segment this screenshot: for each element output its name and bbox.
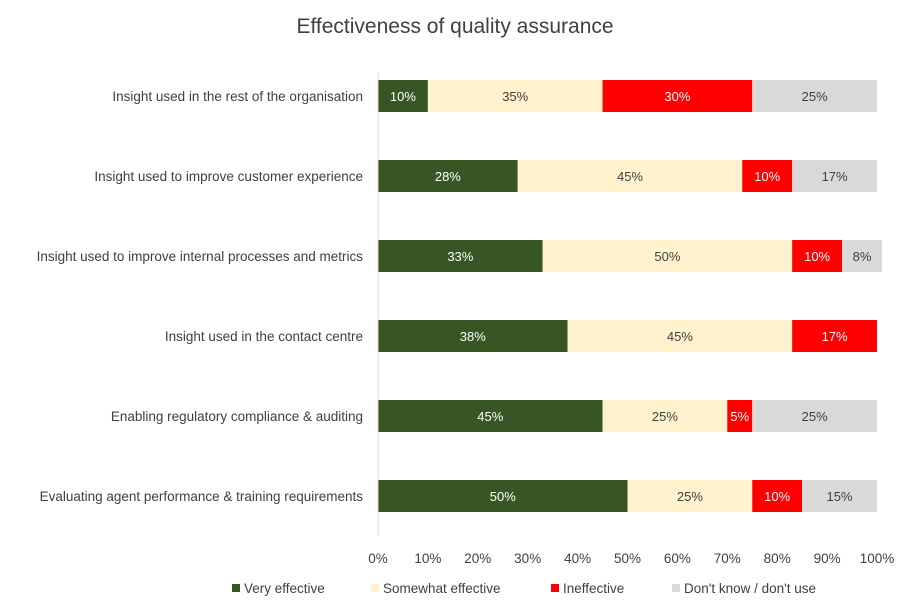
data-label: 17% xyxy=(822,169,848,184)
bar-segment xyxy=(727,400,753,432)
legend-swatch xyxy=(371,584,379,592)
bar-segment xyxy=(602,400,728,432)
bar-segment xyxy=(792,320,877,352)
bar-segment xyxy=(792,160,877,192)
category-label: Insight used to improve customer experie… xyxy=(94,169,363,184)
x-axis-ticks: 0% 10% 20% 30% 40% 50% 60% 70% 80% 90% 100% xyxy=(368,551,894,566)
bar-segment xyxy=(378,160,518,192)
legend-label: Don't know / don't use xyxy=(684,581,816,596)
data-label: 45% xyxy=(477,409,503,424)
data-label: 35% xyxy=(502,89,528,104)
data-label: 30% xyxy=(664,89,690,104)
category-label: Evaluating agent performance & training … xyxy=(40,489,364,504)
x-tick-label: 80% xyxy=(764,551,791,566)
bar-segment xyxy=(378,80,428,112)
bar-segment xyxy=(427,80,603,112)
legend: Very effective Somewhat effective Ineffect… xyxy=(232,581,816,596)
data-label: 38% xyxy=(460,329,486,344)
bar-segment xyxy=(802,480,877,512)
data-label: 25% xyxy=(677,489,703,504)
bar-segment xyxy=(752,80,877,112)
data-label: 45% xyxy=(617,169,643,184)
data-label: 25% xyxy=(802,409,828,424)
data-label: 17% xyxy=(822,329,848,344)
x-tick-label: 40% xyxy=(564,551,591,566)
legend-label: Somewhat effective xyxy=(383,581,501,596)
x-tick-label: 30% xyxy=(514,551,541,566)
data-label: 28% xyxy=(435,169,461,184)
data-label: 25% xyxy=(802,89,828,104)
data-label: 10% xyxy=(390,89,416,104)
x-tick-label: 50% xyxy=(614,551,641,566)
bar-segment xyxy=(378,240,543,272)
bar-segment xyxy=(742,160,793,192)
x-tick-label: 100% xyxy=(860,551,895,566)
bar-segment xyxy=(378,320,568,352)
x-tick-label: 60% xyxy=(664,551,691,566)
x-tick-label: 70% xyxy=(714,551,741,566)
bar-segment xyxy=(378,480,628,512)
category-labels: Insight used in the rest of the organisa… xyxy=(37,89,364,504)
data-label: 15% xyxy=(827,489,853,504)
bar-segment xyxy=(542,240,793,272)
x-tick-label: 90% xyxy=(814,551,841,566)
legend-swatch xyxy=(232,584,240,592)
bar-segment xyxy=(752,400,877,432)
x-tick-label: 20% xyxy=(464,551,491,566)
bar-segment xyxy=(752,480,803,512)
chart-title: Effectiveness of quality assurance xyxy=(296,15,613,38)
bar-segment xyxy=(517,160,743,192)
data-label: 50% xyxy=(654,249,680,264)
x-tick-label: 0% xyxy=(368,551,388,566)
data-label: 8% xyxy=(853,249,872,264)
bar-segment xyxy=(842,240,882,272)
legend-swatch xyxy=(551,584,559,592)
data-label: 45% xyxy=(667,329,693,344)
category-label: Insight used in the rest of the organisa… xyxy=(112,89,363,104)
bar-segment xyxy=(792,240,843,272)
category-label: Insight used in the contact centre xyxy=(165,329,363,344)
bars-layer: 10% 35% 30% 25% 28% 45% 10% 17% 33% 50% 10% 8% 38% 45… xyxy=(378,80,882,512)
data-label: 10% xyxy=(804,249,830,264)
data-label: 33% xyxy=(447,249,473,264)
bar-segment xyxy=(602,80,753,112)
category-label: Insight used to improve internal process… xyxy=(37,249,364,264)
data-label: 10% xyxy=(764,489,790,504)
data-label: 25% xyxy=(652,409,678,424)
data-label: 50% xyxy=(490,489,516,504)
x-tick-label: 10% xyxy=(414,551,441,566)
category-label: Enabling regulatory compliance & auditin… xyxy=(111,409,363,424)
legend-label: Ineffective xyxy=(563,581,624,596)
legend-label: Very effective xyxy=(244,581,325,596)
bar-segment xyxy=(627,480,753,512)
bar-segment xyxy=(567,320,793,352)
bar-segment xyxy=(378,400,603,432)
data-label: 10% xyxy=(754,169,780,184)
legend-swatch xyxy=(672,584,680,592)
data-label: 5% xyxy=(730,409,749,424)
